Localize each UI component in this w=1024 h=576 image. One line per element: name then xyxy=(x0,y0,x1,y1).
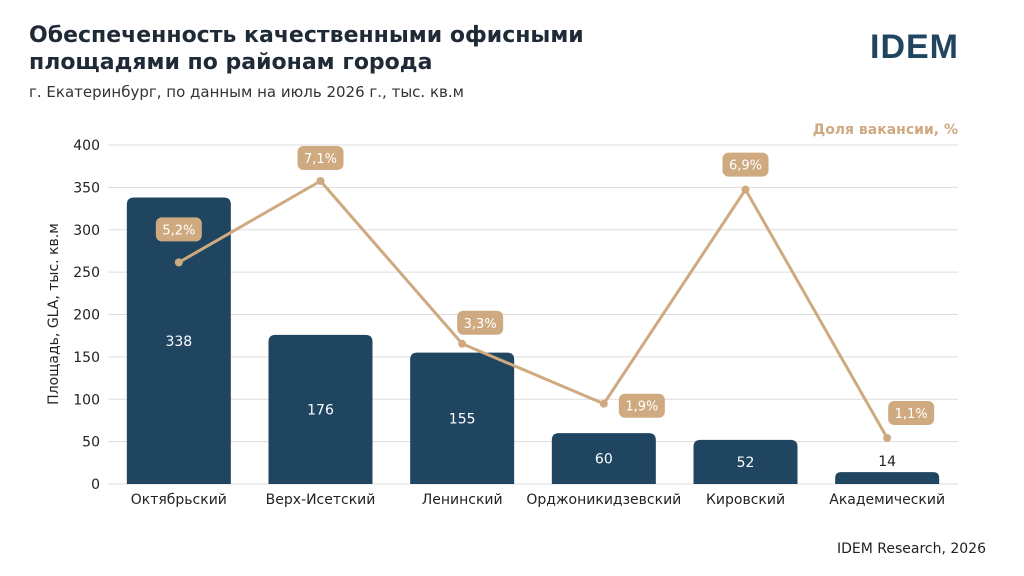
vacancy-point xyxy=(174,258,183,267)
y-tick-label: 200 xyxy=(73,308,100,324)
vacancy-label-box xyxy=(618,393,665,418)
vacancy-point xyxy=(458,339,467,348)
category-label: Орджоникидзевский xyxy=(526,492,681,508)
vacancy-label: 5,2% xyxy=(162,223,195,238)
vacancy-label-box xyxy=(888,401,935,425)
bar-value-label: 155 xyxy=(449,411,476,427)
chart-subtitle: г. Екатеринбург, по данным на июль 2026 … xyxy=(29,83,464,101)
vacancy-label: 7,1% xyxy=(304,152,337,167)
bar xyxy=(693,439,798,484)
y-tick-label: 50 xyxy=(82,435,100,451)
category-label: Кировский xyxy=(706,492,785,508)
vacancy-point xyxy=(741,185,750,194)
category-label: Октябрьский xyxy=(131,492,227,508)
bar xyxy=(268,334,373,484)
vacancy-label-box xyxy=(155,217,202,242)
bar xyxy=(410,352,515,484)
bar-value-label: 176 xyxy=(307,402,334,418)
vacancy-point xyxy=(883,434,892,442)
bar-value-label: 338 xyxy=(165,334,192,350)
vacancy-point xyxy=(599,399,608,408)
y-tick-label: 300 xyxy=(73,223,100,239)
bar-value-label: 52 xyxy=(737,455,755,471)
category-label: Ленинский xyxy=(422,492,503,508)
y-tick-label: 150 xyxy=(73,350,100,366)
idem-logo: IDEM xyxy=(870,28,959,64)
y-tick-label: 350 xyxy=(73,180,100,196)
vacancy-label: 1,1% xyxy=(895,407,928,422)
grid-lines xyxy=(108,144,958,485)
vacancy-label-box xyxy=(457,310,504,335)
chart-title: Обеспеченность качественными офисными пл… xyxy=(29,23,584,75)
y-axis-label: Площадь, GLA, тыс. кв.м xyxy=(46,223,62,405)
y-tick-label: 100 xyxy=(73,392,100,408)
source-note: IDEM Research, 2026 xyxy=(836,541,986,557)
vacancy-label: 3,3% xyxy=(464,317,497,332)
y-axis-ticks: 0 50 100 150 200 250 300 350 400 xyxy=(73,138,100,493)
vacancy-label-box xyxy=(722,152,769,177)
vacancy-label-box xyxy=(297,146,344,170)
bar xyxy=(126,197,231,485)
vacancy-line-path xyxy=(178,179,889,439)
bars: 338 176 155 60 52 14 xyxy=(126,197,940,485)
y-tick-label: 250 xyxy=(73,265,100,281)
category-labels: Октябрьский Верх-Исетский Ленинский Орджони… xyxy=(131,492,945,508)
y-tick-label: 0 xyxy=(91,477,100,493)
category-label: Академический xyxy=(829,492,945,508)
vacancy-point xyxy=(316,177,325,185)
vacancy-line: 5,2% 7,1% 3,3% 1,9% 6,9% 1,1% xyxy=(155,146,935,442)
bar xyxy=(835,472,940,484)
bar-value-label: 14 xyxy=(878,454,896,470)
vacancy-label: 1,9% xyxy=(625,400,658,415)
legend-vacancy: Доля вакансии, % xyxy=(813,122,958,138)
logo-text: IDEM xyxy=(870,28,959,64)
vacancy-label: 6,9% xyxy=(729,159,762,174)
y-tick-label: 400 xyxy=(73,138,100,154)
category-label: Верх-Исетский xyxy=(266,492,376,508)
bar xyxy=(551,433,656,484)
bar-value-label: 60 xyxy=(595,452,613,468)
